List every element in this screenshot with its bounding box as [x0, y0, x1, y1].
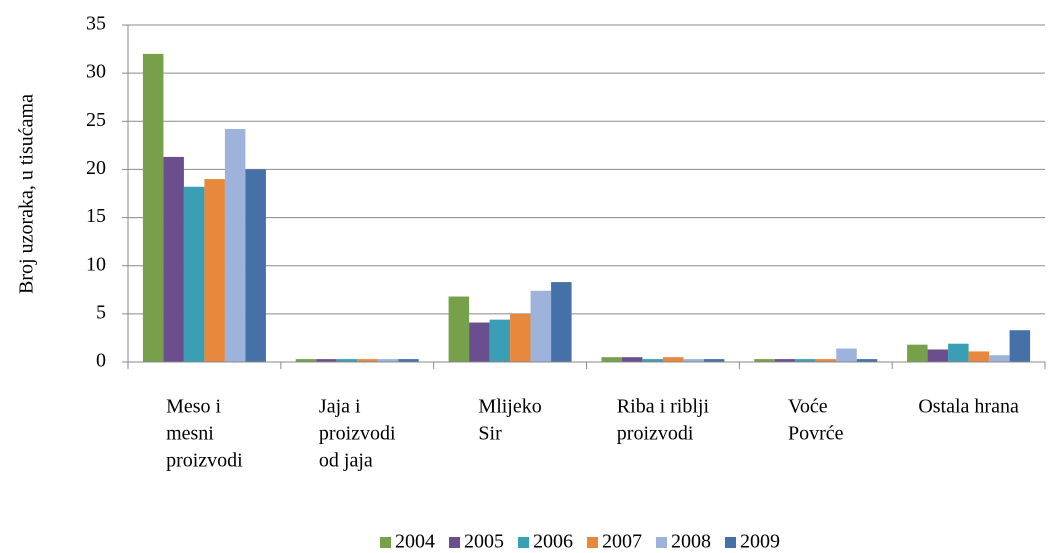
bar	[601, 357, 622, 362]
bar	[398, 359, 419, 362]
x-tick-label-group: Voće Povrće	[788, 396, 844, 445]
y-tick-label: 35	[86, 13, 106, 35]
y-tick-label: 10	[86, 253, 106, 275]
bar	[795, 359, 816, 362]
bar	[551, 282, 572, 362]
bar	[927, 349, 949, 362]
x-tick-label-group: Riba i riblji proizvodi	[617, 396, 710, 445]
y-tick-label: 30	[86, 61, 106, 83]
x-tick-label: Riba i riblji	[617, 396, 710, 418]
bar	[224, 128, 246, 362]
bar	[683, 359, 704, 362]
x-tick-label: proizvodi	[319, 423, 396, 445]
x-tick-label: Ostala hrana	[918, 396, 1019, 418]
x-tick-label: Sir	[478, 423, 502, 445]
x-tick-label: mesni	[166, 423, 214, 445]
bar	[448, 296, 470, 362]
x-tick-label: Mlijeko	[478, 396, 541, 418]
y-tick-label: 5	[96, 301, 106, 323]
legend-swatch	[518, 537, 529, 548]
x-tick-label: Meso i	[166, 396, 221, 418]
bar	[204, 179, 225, 362]
bar	[336, 359, 358, 362]
bar	[907, 344, 928, 362]
legend-swatch	[449, 537, 460, 548]
legend-swatch	[587, 537, 598, 548]
bar	[530, 290, 552, 362]
bar	[815, 359, 837, 362]
x-tick-label: proizvodi	[617, 423, 694, 445]
legend-label: 2007	[602, 531, 642, 553]
bar	[774, 359, 796, 362]
legend-label: 2009	[740, 531, 780, 553]
y-tick-label: 0	[96, 350, 106, 372]
y-tick-label: 20	[86, 157, 106, 179]
x-tick-label: od jaja	[319, 450, 373, 472]
bar	[662, 357, 684, 362]
x-tick-label: proizvodi	[166, 450, 243, 472]
bar	[489, 319, 511, 362]
bar	[989, 355, 1010, 362]
y-tick-label: 15	[86, 205, 106, 227]
legend-swatch	[380, 537, 391, 548]
bar	[1009, 330, 1031, 362]
bar	[836, 348, 857, 362]
bar	[377, 359, 399, 362]
bar	[295, 359, 317, 362]
bar	[703, 359, 725, 362]
legend-label: 2008	[671, 531, 711, 553]
bar	[856, 359, 878, 362]
x-tick-label: Povrće	[788, 423, 844, 445]
bar	[948, 343, 969, 362]
legend-label: 2005	[464, 531, 504, 553]
bar	[968, 351, 990, 362]
legend-label: 2006	[533, 531, 573, 553]
legend-swatch	[656, 537, 667, 548]
bar	[642, 359, 663, 362]
bar	[469, 322, 490, 362]
x-tick-label-group: Meso i mesni proizvodi	[166, 396, 243, 472]
x-tick-label-group: Ostala hrana	[918, 396, 1019, 418]
bar	[510, 313, 531, 362]
bar	[754, 359, 775, 362]
bar	[183, 186, 205, 362]
bar	[163, 156, 184, 362]
bar	[245, 169, 266, 362]
legend: 2004 2005 2006 2007 2008 2009	[380, 531, 780, 553]
x-tick-label: Voće	[788, 396, 828, 418]
x-tick-label-group: Mlijeko Sir	[478, 396, 541, 445]
bar	[357, 359, 378, 362]
x-tick-label: Jaja i	[319, 396, 361, 418]
bar	[142, 53, 164, 363]
legend-label: 2004	[395, 531, 435, 553]
bar	[316, 359, 337, 362]
y-tick-label: 25	[86, 109, 106, 131]
x-tick-label-group: Jaja i proizvodi od jaja	[319, 396, 396, 472]
legend-swatch	[725, 537, 736, 548]
bar	[621, 357, 643, 362]
y-axis-label: Broj uzoraka, u tisućama	[16, 94, 38, 294]
